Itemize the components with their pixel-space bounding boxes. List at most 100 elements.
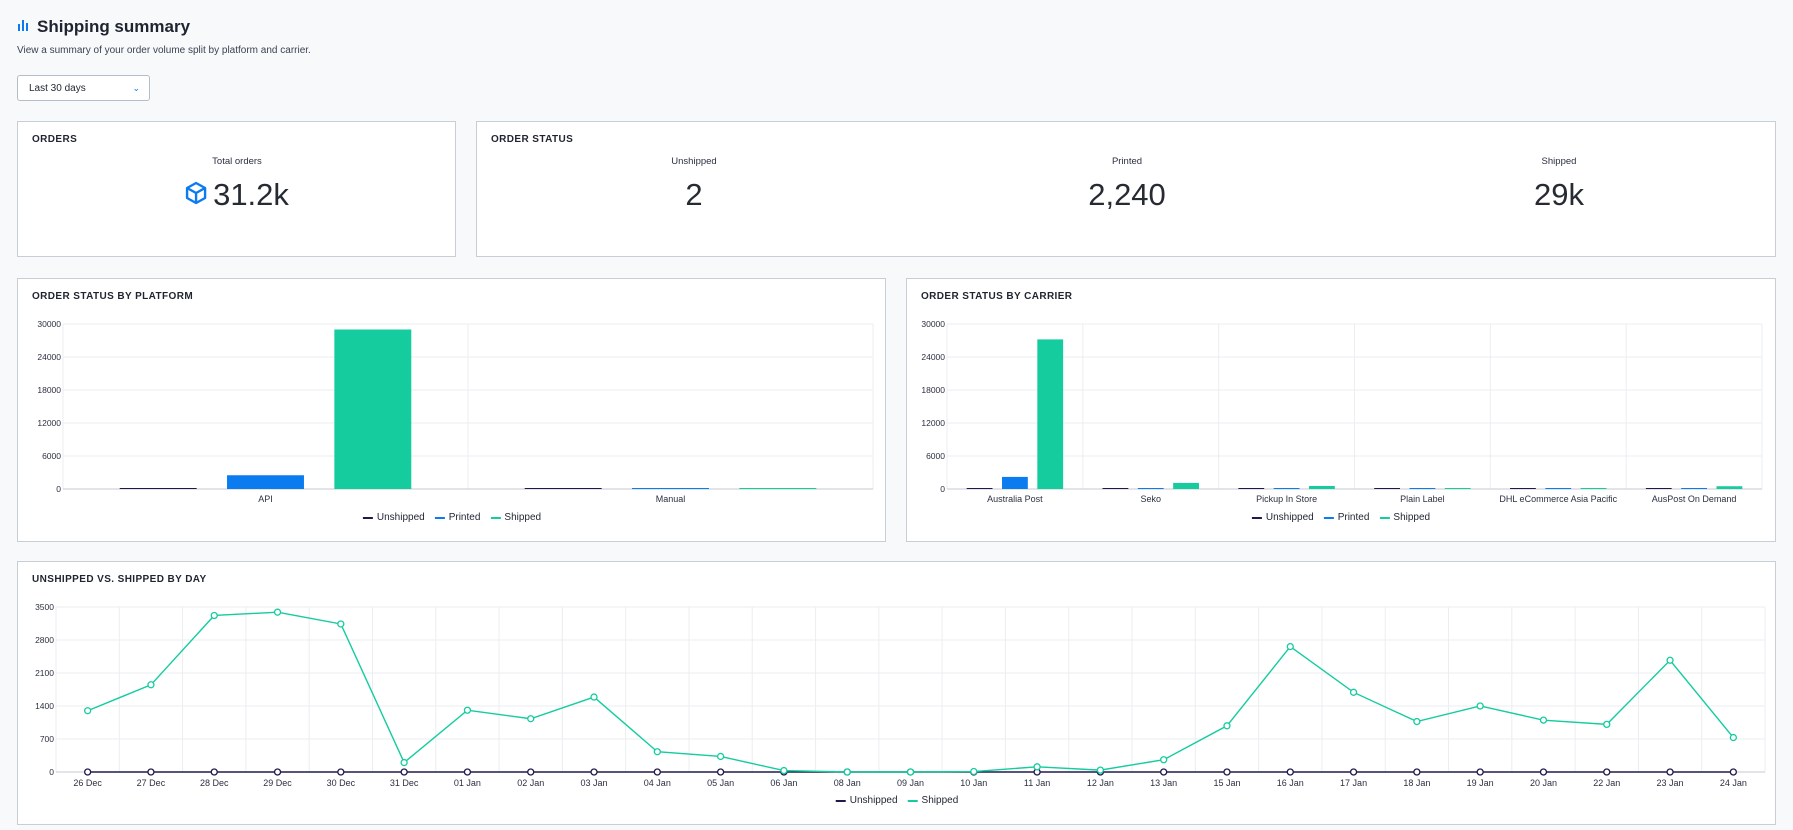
legend-item-unshipped[interactable]: Unshipped [835,795,898,806]
x-tick-label: Plain Label [1400,494,1445,504]
point-shipped [1033,763,1041,771]
x-tick-label: Seko [1140,494,1161,504]
x-tick-label: 28 Dec [200,778,229,788]
legend-swatch [434,516,445,519]
point-shipped [843,768,851,776]
total-orders-value: 31.2k [213,177,289,212]
series-line-shipped [87,611,1734,773]
legend-label: Printed [448,512,481,523]
x-tick-label: 01 Jan [454,778,481,788]
y-tick-label: 6000 [42,451,61,461]
y-tick-label: 30000 [37,319,61,329]
x-tick-label: 06 Jan [770,778,797,788]
point-unshipped [1729,768,1738,776]
legend-label: Shipped [921,795,959,806]
point-shipped [147,681,155,689]
unshipped-stat: Unshipped 2 [671,156,716,213]
x-tick-label: 02 Jan [517,778,544,788]
x-tick-label: 20 Jan [1530,778,1557,788]
legend-label: Unshipped [849,795,898,806]
x-tick-label: 11 Jan [1024,778,1050,788]
point-unshipped [1666,768,1674,776]
legend-swatch [490,516,501,519]
bar-shipped [1308,485,1335,489]
y-tick-label: 24000 [921,352,945,362]
orders-card: ORDERS Total orders 31.2k [17,121,456,257]
legend-item-printed[interactable]: Printed [1323,512,1369,523]
point-shipped [1476,702,1484,710]
legend-item-shipped[interactable]: Shipped [1379,512,1430,523]
y-tick-label: 12000 [921,418,945,428]
point-shipped [1349,688,1358,696]
legend-item-printed[interactable]: Printed [434,512,481,523]
point-unshipped [1349,768,1358,776]
point-unshipped [1476,768,1484,776]
legend-label: Unshipped [376,512,425,523]
point-unshipped [653,768,661,776]
point-unshipped [1223,768,1231,776]
x-tick-label: 31 Dec [390,778,419,788]
bar-shipped [1580,488,1607,489]
platform-chart-card: ORDER STATUS BY PLATFORM 0 6000 12000 18000… [17,278,886,542]
daily-line-chart: 0 700 1400 2100 2800 3500 26 Dec 27 Dec 28 Dec 29… [35,602,1766,788]
y-tick-label: 0 [56,484,61,494]
unshipped-label: Unshipped [671,156,717,167]
x-tick-label: 15 Jan [1213,778,1240,788]
x-tick-label: 23 Jan [1657,778,1684,788]
point-shipped [653,748,661,756]
point-shipped [906,768,915,776]
y-tick-label: 24000 [37,352,61,362]
shipped-value: 29k [1534,177,1584,212]
point-unshipped [83,768,92,776]
x-tick-label: Australia Post [987,494,1043,504]
y-tick-label: 2800 [35,635,54,645]
point-unshipped [1603,768,1611,776]
printed-stat: Printed 2,240 [1088,156,1166,213]
box-icon [185,177,207,213]
carrier-chart-card: ORDER STATUS BY CARRIER 0 6000 12000 18000 2… [906,278,1776,542]
point-shipped [780,766,788,775]
order-status-card: ORDER STATUS Unshipped 2 Printed 2,240 S… [476,121,1776,257]
x-tick-label: 13 Jan [1150,778,1177,788]
point-unshipped [590,768,598,776]
bar-printed [1681,488,1707,489]
legend-item-shipped[interactable]: Shipped [907,795,959,806]
point-unshipped [716,768,725,776]
legend-swatch [1251,516,1262,519]
bar-unshipped [1238,488,1265,489]
x-tick-label: 10 Jan [960,778,987,788]
point-unshipped [1286,768,1294,776]
legend-swatch [835,799,846,802]
point-shipped [1286,642,1294,651]
bar-printed [632,488,709,489]
bar-printed [1409,488,1436,489]
bar-chart-icon [17,18,29,36]
legend-item-unshipped[interactable]: Unshipped [1251,512,1314,523]
bar-printed [1545,488,1572,489]
legend-item-unshipped[interactable]: Unshipped [362,512,425,523]
legend-label: Shipped [1393,512,1431,523]
x-tick-label: Pickup In Store [1256,494,1317,504]
daily-chart-title: UNSHIPPED VS. SHIPPED BY DAY [32,574,207,585]
x-tick-label: DHL eCommerce Asia Pacific [1499,494,1617,504]
bar-printed [227,475,304,489]
x-tick-label: 19 Jan [1467,778,1494,788]
point-unshipped [400,768,408,776]
x-tick-label: 05 Jan [707,778,734,788]
point-unshipped [147,768,155,776]
x-tick-label: 26 Dec [73,778,102,788]
point-unshipped [210,768,218,776]
legend-item-shipped[interactable]: Shipped [490,512,541,523]
date-range-select[interactable]: Last 30 days ⌄ [17,75,150,101]
bar-unshipped [524,488,602,489]
x-tick-label: 08 Jan [834,778,861,788]
bar-shipped [334,329,412,489]
printed-value: 2,240 [1088,177,1166,212]
point-shipped [970,767,978,776]
bar-printed [1137,488,1164,489]
bar-shipped [1037,339,1064,489]
bar-shipped [1444,488,1471,489]
point-shipped [716,752,725,761]
daily-chart-legend: Unshipped Shipped [835,795,959,806]
x-tick-label: 04 Jan [644,778,671,788]
